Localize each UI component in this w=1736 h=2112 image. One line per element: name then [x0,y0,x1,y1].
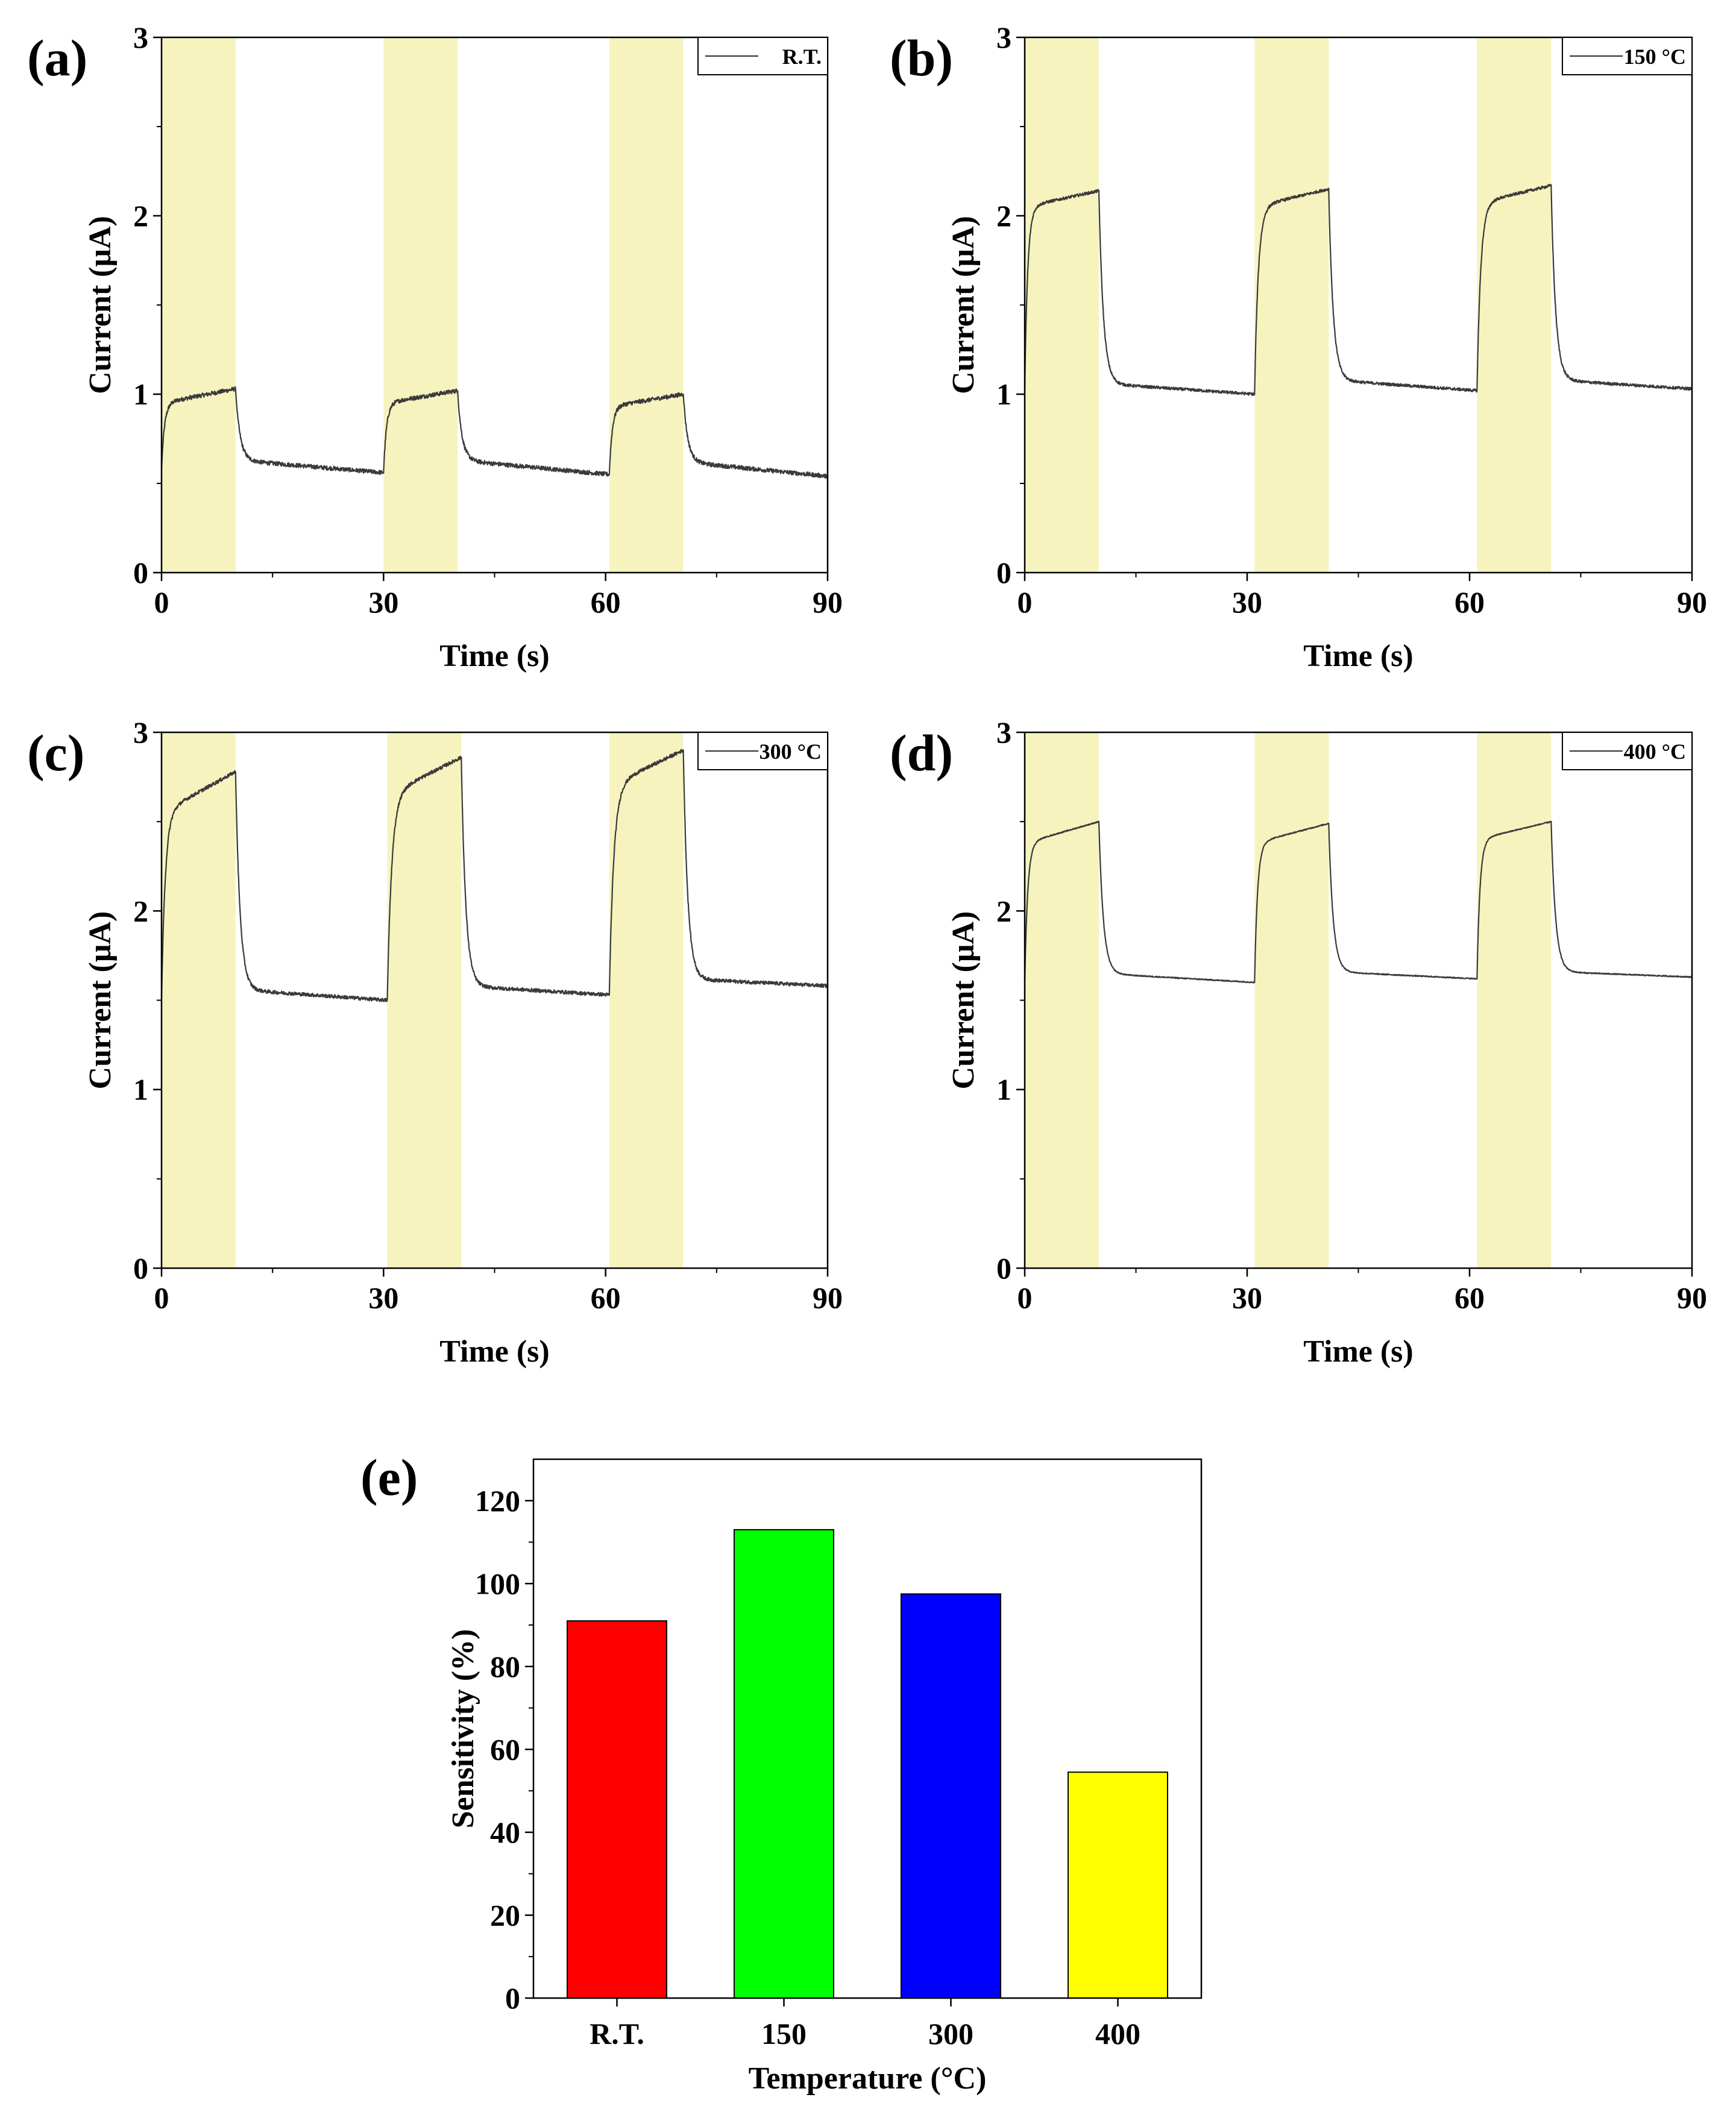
x-tick-label: 60 [1455,1281,1485,1315]
y-tick-label: 0 [996,1251,1011,1285]
shaded-interval-3 [609,732,684,1268]
y-tick-label: 2 [996,199,1011,233]
plot-frame [532,1458,1203,1999]
y-tick-label: 60 [490,1732,520,1766]
y-tick-label: 80 [490,1650,520,1683]
x-tick-label: 30 [1232,1281,1262,1315]
x-tick-label: 300 [928,2017,973,2051]
panel-label: (c) [27,724,84,782]
y-tick-label: 0 [133,556,148,589]
y-tick-label: 1 [996,377,1011,411]
panel-label: (a) [27,29,87,87]
chart-panel-d: 0 30 60 90 0 1 2 3 Time (s) Current (μA) (d) 400 °C [890,715,1707,1369]
y-tick-label: 2 [133,894,148,928]
x-tick-label: 60 [1455,585,1485,619]
y-tick-label: 3 [996,20,1011,54]
shaded-interval-3 [609,37,684,573]
x-tick-label: 90 [813,1281,843,1315]
shaded-interval-1 [162,732,236,1268]
panel-label: (b) [890,29,953,87]
legend-label: 150 °C [1624,45,1686,69]
y-tick-label: 2 [133,199,148,233]
bar-1 [567,1620,667,1999]
legend-label: 300 °C [760,740,822,764]
plot-frame [160,36,829,574]
plot-frame [160,731,829,1269]
plot-frame [1024,36,1693,574]
series-line-1 [1024,820,1693,984]
y-tick-label: 20 [490,1898,520,1932]
chart-panel-c: 0 30 60 90 0 1 2 3 Time (s) Current (μA) (c) 300 °C [27,715,843,1369]
series-line-1 [160,749,829,1002]
panel-label: (d) [890,724,953,782]
y-tick-label: 3 [133,715,148,749]
x-axis-title: Time (s) [439,639,549,673]
shaded-interval-1 [162,37,236,573]
x-axis-title: Time (s) [1303,639,1413,673]
series-line-1 [160,386,829,479]
y-axis-title: Current (μA) [946,911,981,1090]
y-axis-title: Current (μA) [83,216,118,394]
y-tick-label: 0 [996,556,1011,589]
y-tick-label: 1 [996,1073,1011,1107]
x-tick-label: R.T. [590,2017,644,2051]
shaded-interval-2 [1254,732,1329,1268]
x-tick-label: 90 [813,585,843,619]
x-tick-label: 90 [1677,585,1707,619]
legend-label: 400 °C [1624,740,1686,764]
x-tick-label: 400 [1095,2017,1140,2051]
y-tick-label: 2 [996,894,1011,928]
plot-frame [1024,731,1693,1269]
series-line-1 [1024,184,1693,397]
bar-4 [1068,1771,1168,1999]
x-axis-title: Time (s) [439,1334,549,1369]
shaded-interval-3 [1477,37,1552,573]
x-tick-label: 30 [368,1281,398,1315]
y-tick-label: 1 [133,377,148,411]
y-tick-label: 0 [133,1251,148,1285]
chart-panel-a: 0 30 60 90 0 1 2 3 Time (s) Current (μA) (a) R.T. [27,20,843,673]
y-axis-title: Sensitivity (%) [446,1629,480,1829]
shaded-interval-3 [1477,732,1552,1268]
x-tick-label: 0 [1017,1281,1033,1315]
y-tick-label: 120 [475,1484,520,1518]
y-tick-label: 40 [490,1815,520,1849]
shaded-interval-2 [383,37,458,573]
x-axis-title: Temperature (°C) [749,2061,987,2096]
shaded-interval-1 [1025,732,1099,1268]
x-tick-label: 150 [761,2017,807,2051]
y-tick-label: 100 [475,1567,520,1600]
x-tick-label: 0 [1017,585,1033,619]
x-tick-label: 0 [154,1281,169,1315]
bar-2 [734,1529,834,1999]
x-tick-label: 30 [368,585,398,619]
chart-panel-e: R.T. 150 300 400 0 20 40 60 80 100 120 Temperature … [360,1448,1203,2096]
legend-label: R.T. [782,45,822,69]
x-tick-label: 30 [1232,585,1262,619]
x-tick-label: 60 [591,585,621,619]
chart-panel-b: 0 30 60 90 0 1 2 3 Time (s) Current (μA) (b) 150 °C [890,20,1707,673]
x-tick-label: 60 [591,1281,621,1315]
shaded-interval-2 [1254,37,1329,573]
x-tick-label: 0 [154,585,169,619]
y-axis-title: Current (μA) [83,911,118,1090]
bar-3 [901,1593,1001,1999]
y-tick-label: 3 [996,715,1011,749]
y-tick-label: 3 [133,20,148,54]
x-axis-title: Time (s) [1303,1334,1413,1369]
x-tick-label: 90 [1677,1281,1707,1315]
y-tick-label: 0 [505,1981,520,2015]
y-axis-title: Current (μA) [946,216,981,394]
y-tick-label: 1 [133,1073,148,1107]
shaded-interval-1 [1025,37,1099,573]
panel-label: (e) [360,1448,418,1506]
shaded-interval-2 [387,732,462,1268]
